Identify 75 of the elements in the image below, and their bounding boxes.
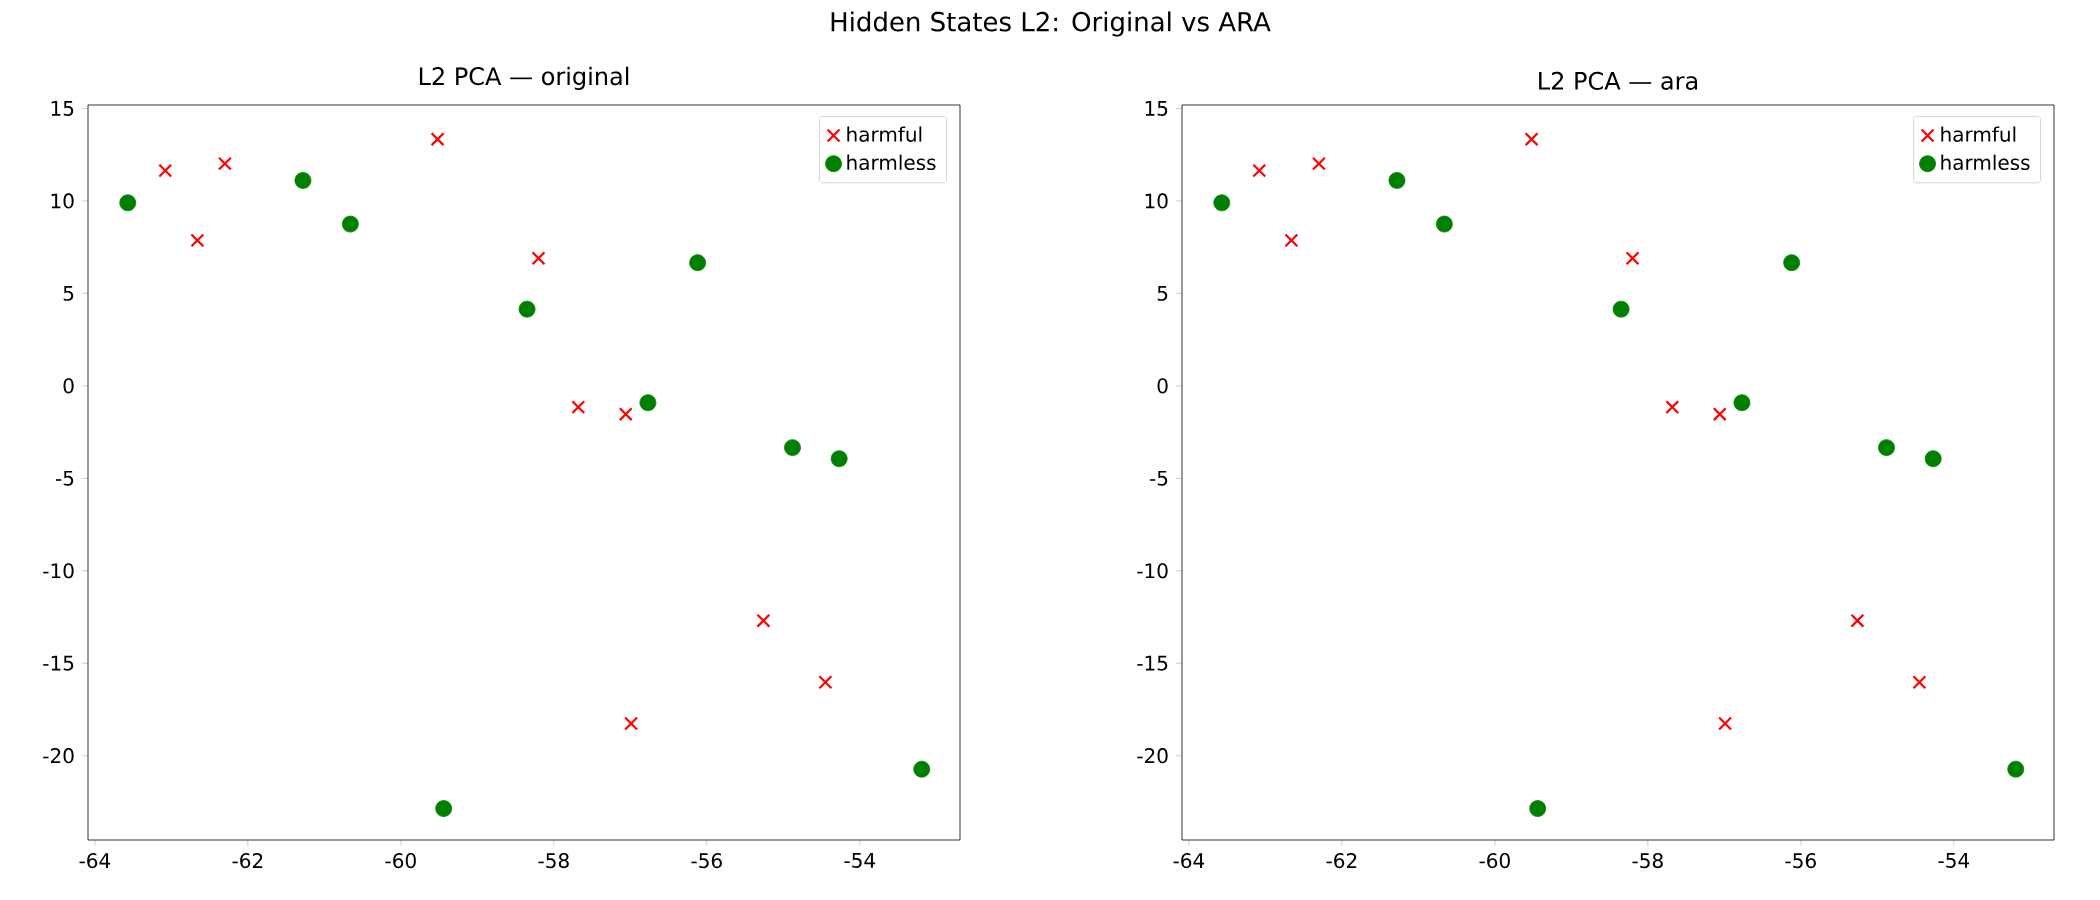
y-tick-label: 5 [1157, 285, 1168, 301]
y-tick-label: 0 [63, 378, 74, 394]
x-tick-label: -56 [1785, 853, 1816, 869]
point [1850, 613, 1865, 628]
point [618, 407, 633, 422]
point [756, 613, 771, 628]
y-tick-label: 10 [1145, 193, 1168, 209]
chart-subtitle: L2 PCA — ara [1539, 71, 1698, 90]
point [1718, 716, 1733, 731]
x-tick-label: -60 [1479, 853, 1510, 869]
point [341, 215, 359, 233]
point [217, 156, 232, 171]
point [1783, 254, 1801, 272]
y-tick-label: -15 [43, 655, 74, 671]
x-tick-label: -64 [1173, 853, 1205, 869]
text: Hidden States L2: Original vs ARA [831, 11, 1271, 37]
y-tick-label: -20 [43, 748, 74, 764]
point [1733, 394, 1751, 412]
point [818, 675, 833, 690]
y-tick-label: -10 [43, 563, 74, 579]
point [1625, 251, 1640, 266]
y-tick-label: 0 [1157, 378, 1168, 394]
point [689, 254, 707, 272]
point [784, 439, 801, 457]
y-tick-label: 5 [63, 285, 74, 301]
x-tick-label: -58 [1632, 853, 1663, 869]
y-tick-label: -15 [1137, 655, 1168, 671]
point [518, 300, 536, 318]
point [119, 194, 137, 212]
legend-label: harmful [847, 126, 922, 142]
point [1665, 400, 1680, 415]
y-tick-label: -20 [1137, 748, 1168, 764]
point [639, 394, 657, 412]
point [1912, 675, 1927, 690]
point [531, 251, 546, 266]
legend-label: harmful [1941, 126, 2016, 142]
chart-subtitle: L2 PCA — original [419, 66, 629, 90]
y-tick-label: -10 [1137, 563, 1168, 579]
point [571, 400, 586, 415]
x-tick-label: -56 [691, 853, 722, 869]
point [1213, 194, 1231, 212]
point [1284, 233, 1299, 248]
point [913, 760, 931, 778]
point [1612, 300, 1630, 318]
y-tick-label: 15 [1145, 101, 1168, 116]
point [624, 716, 639, 731]
x-tick-label: -62 [232, 853, 263, 869]
point [1924, 450, 1942, 468]
y-tick-label: 15 [51, 101, 74, 116]
point [2007, 760, 2025, 778]
point [1311, 156, 1326, 171]
x-tick-label: -54 [844, 853, 876, 868]
y-tick-label: -5 [1149, 470, 1168, 486]
legend-label: harmless [847, 154, 936, 171]
point [1529, 800, 1547, 817]
x-tick-label: -60 [385, 853, 416, 869]
legend-label: harmless [1941, 154, 2030, 171]
point [430, 132, 445, 147]
point [190, 233, 205, 248]
x-tick-label: -64 [79, 853, 111, 869]
point [1388, 172, 1406, 189]
y-tick-label: -5 [55, 470, 74, 486]
point [435, 800, 453, 817]
y-tick-label: 10 [51, 193, 74, 209]
point [1252, 163, 1267, 178]
point [1524, 132, 1539, 147]
x-tick-label: -54 [1938, 853, 1970, 868]
x-tick-label: -58 [538, 853, 569, 869]
point [1878, 439, 1895, 457]
point [1712, 407, 1727, 422]
point [158, 163, 173, 178]
point [830, 450, 848, 468]
point [1435, 215, 1453, 233]
point [294, 172, 312, 189]
x-tick-label: -62 [1326, 853, 1357, 869]
